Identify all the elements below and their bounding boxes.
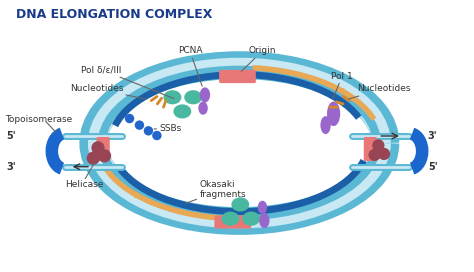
Ellipse shape bbox=[259, 213, 270, 228]
Circle shape bbox=[87, 152, 100, 165]
Text: 3': 3' bbox=[428, 131, 438, 141]
Circle shape bbox=[378, 148, 390, 160]
Text: Helicase: Helicase bbox=[65, 180, 103, 189]
FancyBboxPatch shape bbox=[214, 215, 251, 228]
FancyBboxPatch shape bbox=[97, 137, 110, 161]
Text: 5': 5' bbox=[6, 131, 16, 141]
Ellipse shape bbox=[258, 201, 267, 214]
Ellipse shape bbox=[320, 116, 331, 134]
Ellipse shape bbox=[231, 197, 249, 212]
Circle shape bbox=[368, 149, 381, 161]
FancyBboxPatch shape bbox=[219, 70, 256, 83]
Ellipse shape bbox=[200, 87, 210, 103]
Text: DNA ELONGATION COMPLEX: DNA ELONGATION COMPLEX bbox=[16, 8, 212, 21]
Circle shape bbox=[152, 131, 162, 140]
Text: Nucleotides: Nucleotides bbox=[349, 84, 410, 99]
Text: 5': 5' bbox=[428, 162, 438, 172]
Ellipse shape bbox=[327, 101, 340, 126]
Text: 3': 3' bbox=[6, 162, 16, 172]
Circle shape bbox=[144, 126, 153, 135]
Circle shape bbox=[372, 139, 384, 152]
Ellipse shape bbox=[173, 104, 191, 119]
Ellipse shape bbox=[242, 212, 260, 226]
Text: Pol 1: Pol 1 bbox=[331, 72, 353, 98]
Circle shape bbox=[135, 120, 144, 130]
Text: Okasaki
fragments: Okasaki fragments bbox=[185, 180, 246, 203]
Ellipse shape bbox=[184, 90, 202, 104]
Text: Origin: Origin bbox=[241, 47, 276, 71]
Ellipse shape bbox=[198, 101, 208, 115]
Ellipse shape bbox=[164, 90, 182, 104]
Text: Pol δ/ε/III: Pol δ/ε/III bbox=[82, 65, 174, 99]
Text: PCNA: PCNA bbox=[178, 47, 202, 86]
Circle shape bbox=[98, 149, 111, 162]
Text: Topoisomerase: Topoisomerase bbox=[5, 115, 73, 124]
Circle shape bbox=[125, 114, 134, 123]
Ellipse shape bbox=[221, 212, 239, 226]
Text: SSBs: SSBs bbox=[154, 124, 182, 133]
Text: Nucleotides: Nucleotides bbox=[70, 84, 146, 99]
FancyBboxPatch shape bbox=[364, 137, 377, 161]
Circle shape bbox=[91, 141, 105, 154]
